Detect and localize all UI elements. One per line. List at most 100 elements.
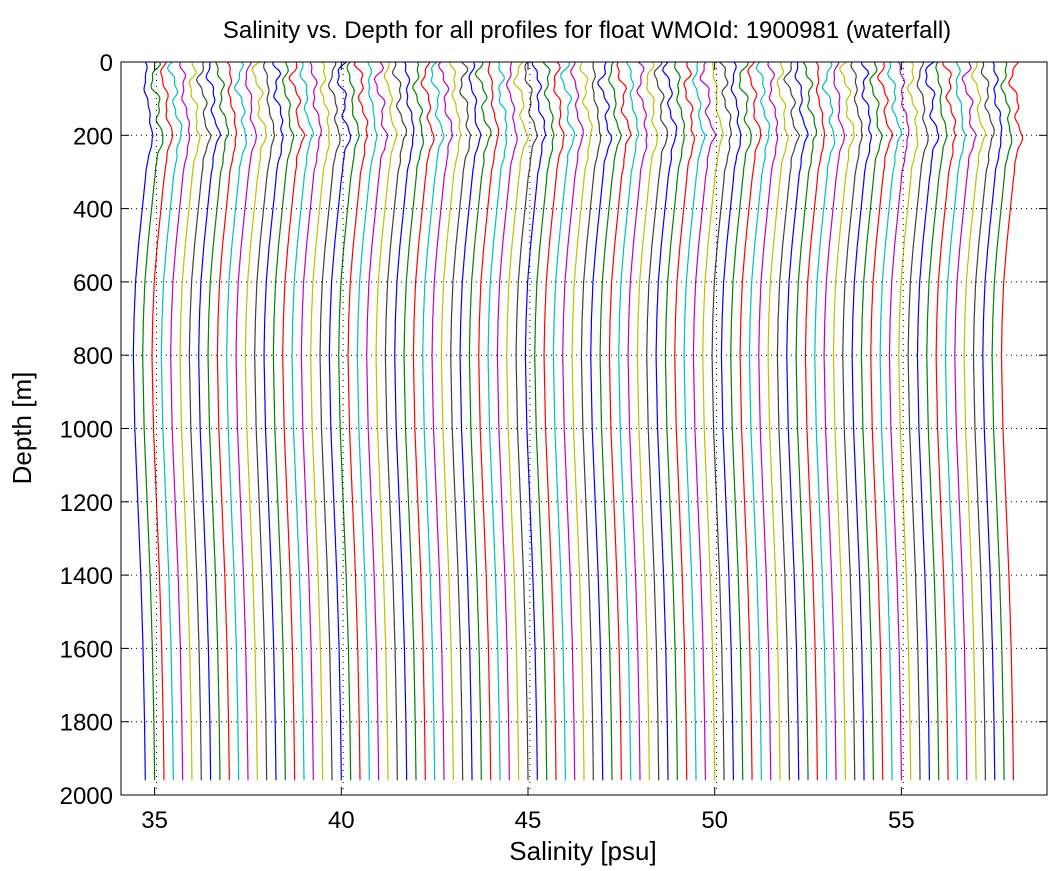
salinity-profile-line [244, 61, 267, 781]
salinity-profile-line [776, 61, 801, 781]
salinity-profile-line [963, 61, 987, 781]
salinity-profile-line [562, 61, 584, 781]
salinity-profile-line [627, 61, 648, 781]
salinity-profile-line [524, 62, 547, 781]
salinity-profile-line [683, 61, 706, 781]
salinity-profile-line [422, 61, 445, 781]
salinity-profile-line [991, 61, 1013, 781]
salinity-profile-line [898, 61, 919, 781]
salinity-profile-line [580, 61, 602, 781]
plot-area [121, 62, 1047, 795]
salinity-profile-line [832, 61, 855, 781]
x-tick-label: 55 [888, 807, 915, 834]
salinity-profile-line [375, 61, 398, 781]
salinity-profile-line [310, 61, 331, 781]
salinity-profile-line [702, 61, 724, 781]
y-tick-label: 2000 [60, 783, 113, 810]
salinity-profile-line [198, 61, 222, 781]
salinity-profile-line [207, 61, 230, 781]
salinity-profile-line [851, 61, 873, 781]
salinity-profile-line [216, 61, 237, 781]
salinity-profile-line [226, 61, 247, 781]
salinity-profile-line [860, 61, 883, 781]
salinity-profile-line [926, 61, 948, 781]
salinity-profile-line [170, 61, 191, 781]
y-axis-label: Depth [m] [7, 372, 37, 485]
salinity-profile-line [739, 61, 762, 781]
salinity-profile-line [347, 61, 369, 781]
salinity-profile-line [982, 61, 1003, 781]
salinity-profile-line [282, 61, 306, 781]
salinity-profile-line [711, 61, 732, 781]
salinity-profile-line [888, 61, 910, 781]
salinity-profile-line [356, 61, 378, 781]
y-tick-label: 600 [73, 270, 113, 297]
salinity-profile-line [618, 61, 640, 781]
y-tick-label: 200 [73, 123, 113, 150]
salinity-profile-line [720, 61, 742, 781]
salinity-profile-line [403, 61, 425, 781]
salinity-profile-line [254, 61, 276, 781]
y-tick-label: 1800 [60, 710, 113, 737]
salinity-profile-line [786, 61, 809, 781]
salinity-profile-line [132, 61, 154, 781]
salinity-profile-line [552, 61, 576, 781]
salinity-profile-line [571, 61, 593, 781]
x-tick-label: 40 [328, 807, 355, 834]
salinity-profile-line [599, 61, 622, 781]
salinity-profile-line [795, 61, 818, 781]
salinity-profile-line [235, 61, 258, 781]
salinity-profile-line [608, 61, 632, 781]
y-tick-label: 1200 [60, 490, 113, 517]
salinity-profile-line [748, 61, 771, 781]
salinity-profile-line [870, 61, 894, 781]
x-axis-label: Salinity [psu] [509, 836, 656, 866]
salinity-profile-line [394, 61, 415, 781]
salinity-profile-line [412, 61, 435, 781]
salinity-profile-line [151, 61, 174, 781]
y-tick-label: 1000 [60, 417, 113, 444]
salinity-profile-line [319, 61, 341, 781]
salinity-profile-line [590, 61, 613, 781]
salinity-profile-line [506, 61, 529, 781]
salinity-profile-line [459, 61, 482, 781]
salinity-profile-line [954, 61, 977, 781]
salinity-profile-line [328, 61, 352, 781]
salinity-profile-line [804, 61, 826, 781]
x-tick-label: 50 [701, 807, 728, 834]
salinity-profile-line [272, 61, 295, 781]
axis-ticks: 0 200 400 600 800 1000 1200 1400 1600 1800 2000 35 4… [60, 50, 1047, 834]
salinity-profile-line [879, 61, 903, 781]
y-tick-label: 1600 [60, 636, 113, 663]
salinity-profile-line [450, 61, 472, 781]
salinity-profile-line [758, 61, 779, 781]
salinity-profile-line [814, 61, 836, 781]
salinity-profile-line [478, 61, 499, 781]
salinity-profile-line [142, 61, 164, 781]
salinity-profile-line [431, 61, 454, 781]
salinity-profile-line [263, 61, 284, 781]
salinity-profile-line [440, 61, 462, 781]
salinity-profile-line [655, 61, 678, 781]
y-tick-label: 800 [73, 343, 113, 370]
salinity-profile-line [972, 61, 995, 781]
chart-title: Salinity vs. Depth for all profiles for … [223, 17, 951, 44]
salinity-profile-line [944, 61, 967, 781]
salinity-profile-line [730, 61, 752, 781]
salinity-profile-line [291, 61, 314, 781]
y-tick-label: 0 [100, 50, 113, 77]
salinity-profile-line [487, 61, 508, 781]
salinity-profile-line [664, 61, 686, 781]
salinity-profile-line [384, 61, 407, 781]
salinity-profile-line [338, 61, 360, 781]
salinity-profile-line [1000, 61, 1024, 781]
salinity-profile-line [300, 61, 322, 781]
y-tick-label: 1400 [60, 563, 113, 590]
salinity-profile-line [692, 61, 717, 781]
salinity-profile-line [366, 61, 389, 781]
y-tick-label: 400 [73, 197, 113, 224]
salinity-profile-line [515, 61, 539, 781]
salinity-profile-line [916, 61, 940, 781]
salinity-profile-line [842, 61, 864, 781]
salinity-profile-line [534, 61, 555, 781]
